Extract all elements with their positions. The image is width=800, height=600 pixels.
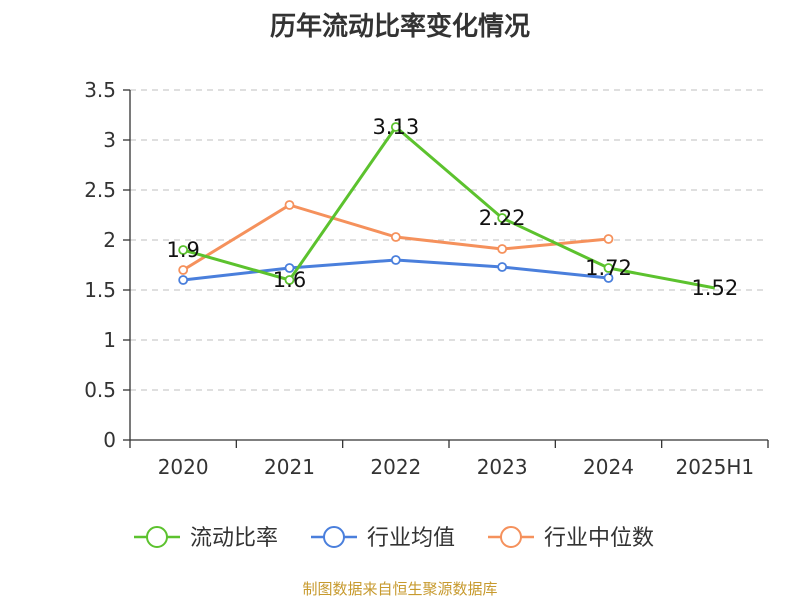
data-point [603,273,614,283]
x-tick-label: 2025H1 [675,455,754,479]
data-point [178,265,189,275]
data-point [284,200,295,210]
data-label: 1.9 [166,238,199,262]
legend-swatch-marker [323,526,345,548]
data-point [284,263,295,273]
data-label: 1.52 [691,276,738,300]
x-tick-label: 2021 [264,455,315,479]
y-tick-label: 0 [103,428,116,452]
data-label: 2.22 [479,206,526,230]
data-point [603,263,614,273]
y-tick-label: 0.5 [84,378,116,402]
data-point [390,255,401,265]
y-tick-label: 3 [103,128,116,152]
data-labels: 1.9 1.6 3.13 2.22 1.72 1.52 [166,115,738,300]
x-tick-label: 2020 [158,455,209,479]
data-point [497,244,508,254]
source-note: 制图数据来自恒生聚源数据库 [302,580,498,598]
legend-label: 行业均值 [367,526,455,551]
x-tick-label: 2024 [583,455,634,479]
x-tick-label: 2022 [370,455,421,479]
data-point [497,262,508,272]
legend-swatch-marker [146,526,168,548]
legend-label: 流动比率 [190,526,278,551]
chart-title: 历年流动比率变化情况 [269,12,530,42]
data-point [603,234,614,244]
data-point [178,275,189,285]
data-point [497,213,508,223]
y-tick-label: 2 [103,228,116,252]
grid-lines [130,89,768,391]
data-point [178,245,189,255]
series-line [182,125,716,290]
data-label: 3.13 [372,115,419,139]
y-tick-label: 3.5 [84,78,116,102]
data-label: 1.6 [273,268,306,292]
data-point [390,232,401,242]
data-point [284,275,295,285]
y-tick-label: 2.5 [84,178,116,202]
legend-label: 行业中位数 [544,526,654,551]
data-point [390,122,401,132]
series-lines [182,125,716,290]
legend: 流动比率 行业均值 行业中位数 [134,526,654,551]
y-tick-label: 1 [103,328,116,352]
x-tick-label: 2023 [477,455,528,479]
y-tick-label: 1.5 [84,278,116,302]
series-points [178,122,614,285]
legend-swatch-marker [500,526,522,548]
data-label: 1.72 [585,256,632,280]
